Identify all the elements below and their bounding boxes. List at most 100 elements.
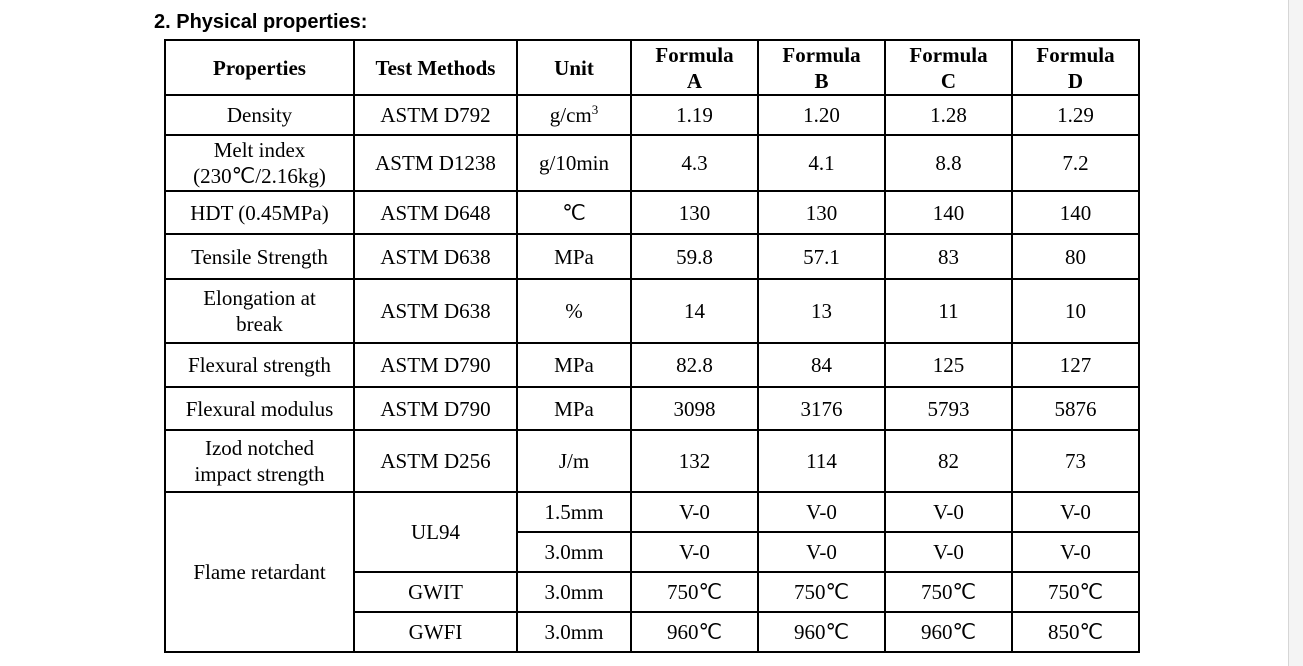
header-formula-d: Formula D — [1011, 39, 1140, 96]
header-formula-d-line1: Formula — [1036, 42, 1115, 67]
header-formula-a-line2: A — [686, 68, 703, 93]
unit-cell: MPa — [516, 386, 632, 431]
property-cell: Melt index (230℃/2.16kg) — [164, 134, 355, 192]
formula-b-value: 130 — [757, 190, 886, 235]
property-line-2: impact strength — [194, 462, 325, 486]
method-cell: ASTM D638 — [353, 233, 518, 280]
formula-c-value: 960℃ — [884, 611, 1013, 653]
formula-d-value: V-0 — [1011, 491, 1140, 533]
table-row: GWFI 3.0mm 960℃ 960℃ 960℃ 850℃ — [165, 611, 1140, 653]
table-row: Flame retardant UL94 1.5mm V-0 V-0 V-0 V… — [164, 491, 1140, 653]
property-line-1: Elongation at — [203, 286, 316, 310]
unit-cell: g/cm3 — [516, 94, 632, 136]
formula-a-value: 1.19 — [630, 94, 759, 136]
table-row: GWIT 3.0mm 750℃ 750℃ 750℃ 750℃ — [165, 571, 1140, 613]
method-cell: ASTM D792 — [353, 94, 518, 136]
section-title: 2. Physical properties: — [154, 11, 368, 33]
formula-a-value: 132 — [630, 429, 759, 493]
unit-cell: 1.5mm — [516, 491, 632, 533]
header-properties: Properties — [164, 39, 355, 96]
formula-b-value: 960℃ — [757, 611, 886, 653]
property-cell: HDT (0.45MPa) — [164, 190, 355, 235]
header-formula-b-line2: B — [814, 68, 829, 93]
formula-c-value: 82 — [884, 429, 1013, 493]
formula-a-value: 59.8 — [630, 233, 759, 280]
property-cell: Flexural modulus — [164, 386, 355, 431]
table-row: Flexural modulus ASTM D790 MPa 3098 3176… — [164, 386, 1140, 431]
formula-a-value: V-0 — [630, 491, 759, 533]
table-header-row: Properties Test Methods Unit Formula A Fo… — [164, 39, 1140, 96]
property-cell: Flexural strength — [164, 342, 355, 388]
formula-c-value: 8.8 — [884, 134, 1013, 192]
table-row: Flexural strength ASTM D790 MPa 82.8 84 … — [164, 342, 1140, 388]
header-formula-d-line2: D — [1067, 68, 1084, 93]
property-cell: Elongation at break — [164, 278, 355, 344]
property-line-1: Izod notched — [204, 436, 315, 460]
formula-a-value: V-0 — [630, 531, 759, 573]
formula-b-value: 4.1 — [757, 134, 886, 192]
formula-b-value: 84 — [757, 342, 886, 388]
table-row: 3.0mm V-0 V-0 V-0 V-0 — [165, 531, 1140, 573]
formula-d-value: 10 — [1011, 278, 1140, 344]
unit-cell: g/10min — [516, 134, 632, 192]
unit-cell: MPa — [516, 233, 632, 280]
formula-c-value: 83 — [884, 233, 1013, 280]
formula-b-value: 1.20 — [757, 94, 886, 136]
table-row: Melt index (230℃/2.16kg) ASTM D1238 g/10m… — [164, 134, 1140, 192]
formula-c-value: 5793 — [884, 386, 1013, 431]
flame-retardant-cell: Flame retardant — [164, 491, 355, 653]
property-cell: Density — [164, 94, 355, 136]
formula-c-value: 140 — [884, 190, 1013, 235]
formula-d-value: 7.2 — [1011, 134, 1140, 192]
method-cell: ASTM D790 — [353, 386, 518, 431]
formula-b-value: V-0 — [757, 531, 886, 573]
formula-b-value: 3176 — [757, 386, 886, 431]
unit-superscript: 3 — [591, 102, 599, 117]
formula-c-value: 750℃ — [884, 571, 1013, 613]
header-formula-c-line1: Formula — [909, 42, 988, 67]
property-line-2: break — [236, 312, 283, 336]
method-cell: ASTM D790 — [353, 342, 518, 388]
page-edge — [1288, 0, 1303, 666]
method-cell: GWIT — [353, 571, 518, 613]
formula-d-value: 73 — [1011, 429, 1140, 493]
formula-c-value: 125 — [884, 342, 1013, 388]
header-unit: Unit — [516, 39, 632, 96]
method-cell: ASTM D1238 — [353, 134, 518, 192]
formula-b-value: 114 — [757, 429, 886, 493]
formula-d-value: 127 — [1011, 342, 1140, 388]
formula-d-value: 80 — [1011, 233, 1140, 280]
unit-cell: 3.0mm — [516, 531, 632, 573]
formula-c-value: 11 — [884, 278, 1013, 344]
table-row: HDT (0.45MPa) ASTM D648 ℃ 130 130 140 14… — [164, 190, 1140, 235]
method-cell: UL94 — [353, 491, 518, 573]
formula-d-value: 5876 — [1011, 386, 1140, 431]
header-test-methods: Test Methods — [353, 39, 518, 96]
formula-b-value: 57.1 — [757, 233, 886, 280]
formula-a-value: 82.8 — [630, 342, 759, 388]
formula-d-value: 850℃ — [1011, 611, 1140, 653]
formula-c-value: V-0 — [884, 491, 1013, 533]
header-formula-a: Formula A — [630, 39, 759, 96]
header-formula-c: Formula C — [884, 39, 1013, 96]
formula-d-value: V-0 — [1011, 531, 1140, 573]
formula-a-value: 14 — [630, 278, 759, 344]
unit-cell: J/m — [516, 429, 632, 493]
formula-c-value: 1.28 — [884, 94, 1013, 136]
unit-cell: 3.0mm — [516, 571, 632, 613]
header-formula-b-line1: Formula — [782, 42, 861, 67]
formula-d-value: 1.29 — [1011, 94, 1140, 136]
formula-a-value: 3098 — [630, 386, 759, 431]
unit-text: g/cm — [549, 103, 592, 127]
formula-c-value: V-0 — [884, 531, 1013, 573]
formula-d-value: 750℃ — [1011, 571, 1140, 613]
formula-a-value: 750℃ — [630, 571, 759, 613]
method-cell: ASTM D648 — [353, 190, 518, 235]
unit-cell: MPa — [516, 342, 632, 388]
formula-a-value: 960℃ — [630, 611, 759, 653]
formula-a-value: 4.3 — [630, 134, 759, 192]
formula-b-value: V-0 — [757, 491, 886, 533]
unit-cell: % — [516, 278, 632, 344]
method-cell: ASTM D256 — [353, 429, 518, 493]
unit-cell: ℃ — [516, 190, 632, 235]
